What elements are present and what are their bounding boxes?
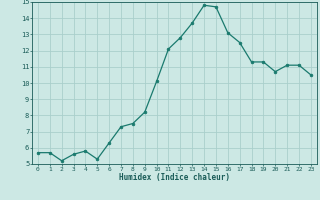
X-axis label: Humidex (Indice chaleur): Humidex (Indice chaleur): [119, 173, 230, 182]
